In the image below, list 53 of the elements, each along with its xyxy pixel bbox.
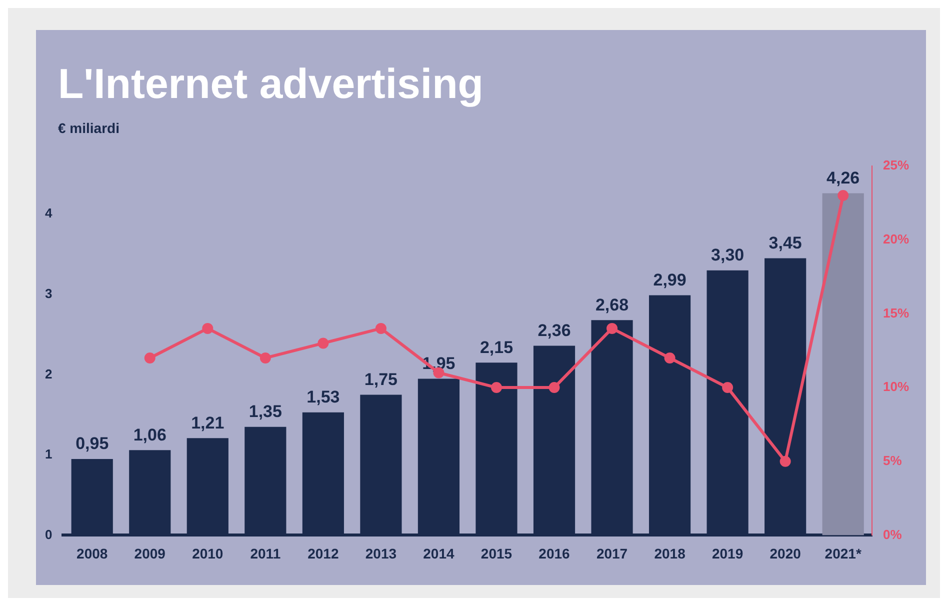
point xyxy=(664,352,676,364)
x-tick-label: 2009 xyxy=(134,545,166,562)
data-label: 1,35 xyxy=(248,402,282,422)
y-axis-title: € miliardi xyxy=(58,120,120,136)
x-tick-label: 2015 xyxy=(480,545,512,562)
y2-tick-label: 0% xyxy=(882,526,902,542)
data-label: 1,06 xyxy=(133,425,166,444)
x-tick-label: 2008 xyxy=(76,545,108,562)
x-tick-label: 2018 xyxy=(654,545,686,562)
point xyxy=(375,322,386,334)
x-tick-label: 2010 xyxy=(192,545,224,562)
y-tick-label: 2 xyxy=(44,366,52,382)
y2-tick-label: 10% xyxy=(882,379,910,394)
x-tick-label: 2016 xyxy=(538,545,570,562)
point xyxy=(144,352,156,364)
x-tick-label: 2019 xyxy=(712,545,744,562)
data-label: 2,36 xyxy=(538,320,571,340)
data-label: 3,30 xyxy=(711,246,744,265)
point xyxy=(780,456,791,467)
x-tick-label: 2012 xyxy=(308,545,339,562)
data-label: 2,68 xyxy=(595,295,629,314)
x-tick-label: 2020 xyxy=(770,545,802,562)
data-label: 2,15 xyxy=(480,338,514,357)
y-tick-label: 1 xyxy=(44,446,52,462)
data-label: 0,95 xyxy=(76,434,109,454)
y2-tick-label: 20% xyxy=(882,231,910,246)
data-label: 4,26 xyxy=(826,168,860,188)
point xyxy=(490,382,502,394)
point xyxy=(722,382,734,394)
data-label: 1,53 xyxy=(306,388,340,407)
data-label: 3,45 xyxy=(768,233,802,252)
x-tick-label: 2014 xyxy=(423,545,454,562)
chart-title: L'Internet advertising xyxy=(57,59,484,108)
point xyxy=(838,190,849,202)
y2-tick-label: 25% xyxy=(882,158,910,173)
point xyxy=(606,322,618,334)
data-label: 1,75 xyxy=(364,370,398,389)
y2-tick-label: 5% xyxy=(882,452,902,468)
x-tick-label: 2013 xyxy=(365,545,397,562)
y2-tick-label: 15% xyxy=(882,305,910,320)
x-tick-label: 2017 xyxy=(596,545,628,562)
point xyxy=(260,352,271,364)
bar xyxy=(822,193,864,536)
y-tick-label: 3 xyxy=(44,286,52,301)
point xyxy=(202,322,214,334)
data-label: 2,99 xyxy=(653,270,686,290)
point xyxy=(318,338,329,349)
x-tick-label: 2011 xyxy=(250,545,281,562)
x-tick-label: 2021* xyxy=(824,545,862,562)
y-tick-label: 0 xyxy=(44,526,52,542)
point xyxy=(548,382,560,394)
y-tick-label: 4 xyxy=(44,206,53,221)
data-label: 1,21 xyxy=(191,413,224,432)
